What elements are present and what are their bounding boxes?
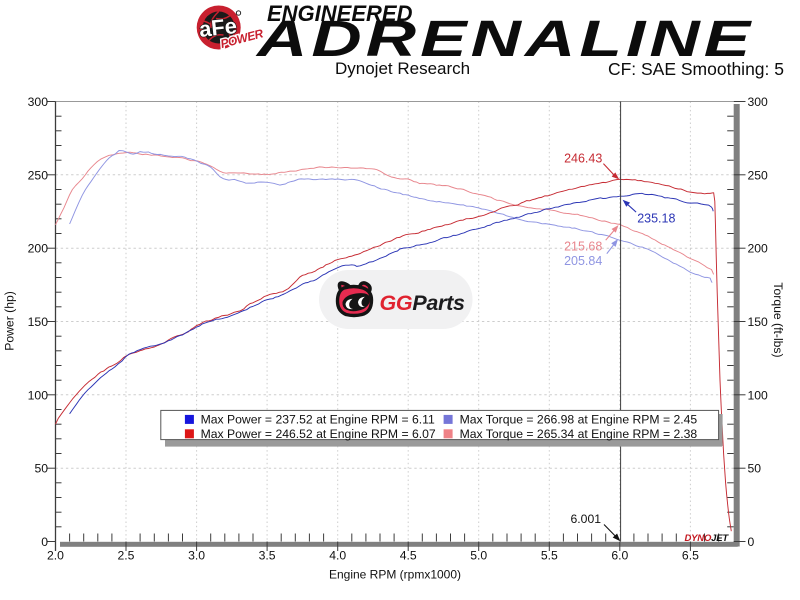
svg-text:300: 300 — [748, 95, 769, 109]
svg-text:2.5: 2.5 — [118, 549, 135, 563]
svg-text:200: 200 — [28, 242, 49, 256]
svg-text:100: 100 — [28, 388, 49, 402]
svg-text:205.84: 205.84 — [564, 254, 602, 268]
svg-text:3.0: 3.0 — [188, 549, 205, 563]
svg-text:Max Torque = 266.98 at Engine: Max Torque = 266.98 at Engine RPM = 2.45 — [460, 413, 698, 427]
svg-text:215.68: 215.68 — [564, 240, 602, 254]
svg-text:0: 0 — [41, 535, 48, 549]
svg-text:4.5: 4.5 — [400, 549, 417, 563]
svg-text:GGParts: GGParts — [380, 291, 465, 315]
svg-text:4.0: 4.0 — [329, 549, 346, 563]
svg-text:100: 100 — [748, 388, 769, 402]
svg-text:Max Power = 237.52 at Engine R: Max Power = 237.52 at Engine RPM = 6.11 — [201, 413, 435, 427]
svg-text:Max Torque = 265.34 at Engine: Max Torque = 265.34 at Engine RPM = 2.38 — [460, 427, 698, 441]
svg-text:Engine RPM (rpmx1000): Engine RPM (rpmx1000) — [329, 568, 461, 582]
svg-text:235.18: 235.18 — [637, 211, 675, 225]
svg-text:5.5: 5.5 — [541, 549, 558, 563]
svg-text:3.5: 3.5 — [259, 549, 276, 563]
svg-text:150: 150 — [748, 315, 769, 329]
svg-text:Torque (ft-lbs): Torque (ft-lbs) — [771, 282, 785, 357]
svg-text:Power (hp): Power (hp) — [3, 291, 17, 351]
svg-text:250: 250 — [748, 168, 769, 182]
svg-text:6.001: 6.001 — [571, 512, 602, 526]
svg-text:200: 200 — [748, 242, 769, 256]
svg-text:150: 150 — [28, 315, 49, 329]
svg-text:246.43: 246.43 — [564, 152, 602, 166]
svg-text:0: 0 — [748, 535, 755, 549]
svg-text:6.0: 6.0 — [611, 549, 628, 563]
svg-text:2.0: 2.0 — [47, 549, 64, 563]
svg-text:aFe: aFe — [198, 13, 238, 42]
svg-text:6.5: 6.5 — [682, 549, 699, 563]
svg-text:50: 50 — [34, 462, 48, 476]
svg-text:50: 50 — [748, 462, 762, 476]
svg-text:250: 250 — [28, 168, 49, 182]
svg-text:Max Power = 246.52 at Engine R: Max Power = 246.52 at Engine RPM = 6.07 — [201, 427, 436, 441]
svg-text:DYNOJET: DYNOJET — [685, 533, 730, 544]
svg-text:300: 300 — [28, 95, 49, 109]
svg-text:5.0: 5.0 — [470, 549, 487, 563]
